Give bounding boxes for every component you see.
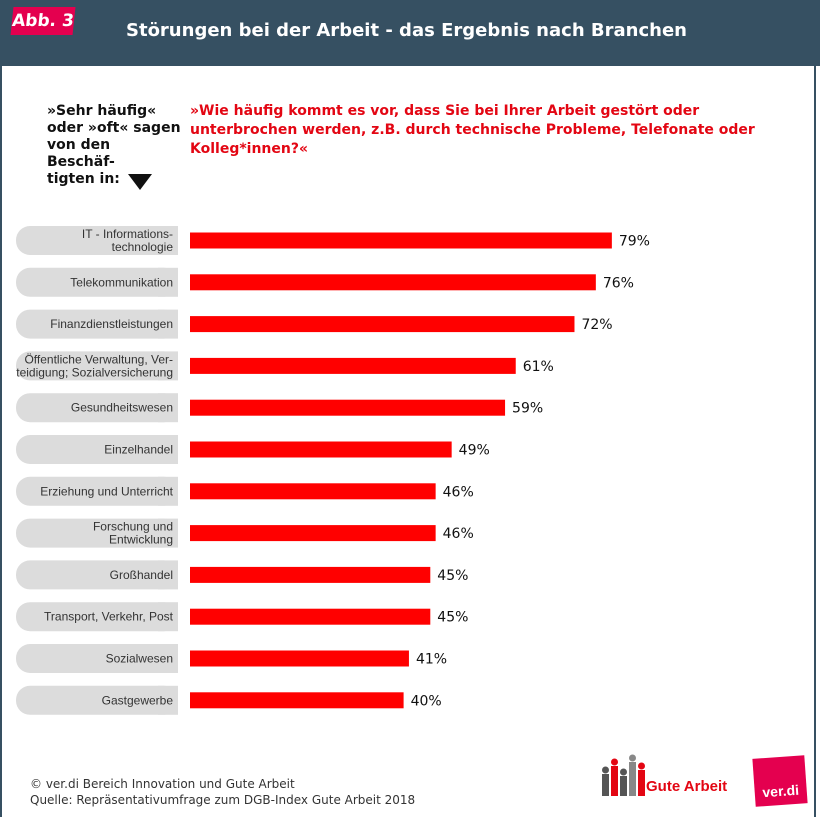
bar	[190, 525, 436, 542]
value-label: 41%	[416, 652, 447, 668]
category-label-bg	[16, 476, 178, 506]
gute-arbeit-logo-icon	[602, 754, 645, 796]
value-label: 49%	[459, 443, 490, 459]
gute-arbeit-logo-text: Gute Arbeit	[646, 778, 728, 795]
category-label: Großhandel	[110, 568, 173, 582]
category-label-bg-edge	[158, 226, 178, 255]
category-label: IT - Informations-technologie	[82, 227, 173, 254]
category-label: Erziehung und Unterricht	[40, 484, 173, 498]
footer: © ver.di Bereich Innovation und Gute Arb…	[30, 776, 415, 808]
bar	[190, 483, 436, 500]
bar	[190, 441, 452, 458]
category-label: Gesundheitswesen	[71, 401, 173, 415]
category-label-bg	[16, 644, 178, 673]
value-label: 79%	[619, 234, 650, 250]
bar	[190, 232, 612, 249]
value-label: 40%	[411, 693, 442, 709]
down-arrow-icon	[128, 174, 152, 190]
survey-question: »Wie häufig kommt es vor, dass Sie bei I…	[190, 103, 755, 157]
category-label-bg-edge	[158, 602, 178, 632]
category-label-bg-edge	[158, 560, 178, 590]
category-label-bg	[16, 267, 178, 297]
category-label: Öffentliche Verwaltung, Ver-teidigung; S…	[16, 352, 173, 379]
category-label: Sozialwesen	[106, 652, 173, 666]
category-label-bg	[16, 226, 178, 255]
value-label: 72%	[581, 317, 612, 333]
bar	[190, 608, 431, 625]
category-label-bg	[16, 309, 178, 339]
bar	[190, 274, 596, 291]
page-title: Störungen bei der Arbeit - das Ergebnis …	[126, 20, 687, 41]
category-label-bg	[16, 435, 178, 464]
value-label: 46%	[443, 526, 474, 542]
value-label: 45%	[437, 610, 468, 626]
verdi-logo: ver.di	[752, 755, 808, 807]
value-label: 76%	[603, 275, 634, 291]
bar	[190, 692, 404, 709]
category-label: Finanzdienstleistungen	[50, 317, 173, 331]
bar	[190, 316, 575, 333]
category-label: Transport, Verkehr, Post	[44, 610, 174, 624]
category-label-bg-edge	[158, 476, 178, 506]
category-label-bg	[16, 602, 178, 632]
bar	[190, 650, 409, 667]
category-label-bg	[16, 560, 178, 590]
category-label-bg-edge	[158, 309, 178, 339]
intro-text: »Sehr häufig« oder »oft« sagen von den B…	[47, 103, 181, 187]
header-bar: Abb. 3 Störungen bei der Arbeit - das Er…	[0, 0, 820, 66]
category-label: Forschung und Entwicklung	[93, 520, 173, 547]
category-label-bg	[16, 685, 178, 715]
value-label: 59%	[512, 401, 543, 417]
category-label-bg	[16, 393, 178, 423]
category-label-bg	[16, 351, 178, 381]
copyright-text: © ver.di Bereich Innovation und Gute Arb…	[30, 777, 295, 791]
category-label-bg-edge	[158, 685, 178, 715]
category-label-bg-edge	[158, 518, 178, 548]
bar	[190, 357, 516, 374]
value-label: 61%	[523, 359, 554, 375]
category-label-bg	[16, 518, 178, 548]
category-label-bg-edge	[158, 393, 178, 423]
value-label: 46%	[443, 484, 474, 500]
category-label: Telekommunikation	[70, 275, 173, 289]
category-label-bg-edge	[158, 644, 178, 673]
value-label: 45%	[437, 568, 468, 584]
category-label-bg-edge	[158, 267, 178, 297]
verdi-logo-text: ver.di	[761, 781, 800, 801]
category-label-bg-edge	[158, 351, 178, 381]
category-label-bg-edge	[158, 435, 178, 464]
content-frame	[0, 66, 816, 817]
category-label: Einzelhandel	[104, 443, 173, 457]
source-text: Quelle: Repräsentativumfrage zum DGB-Ind…	[30, 793, 416, 807]
category-label: Gastgewerbe	[102, 693, 174, 707]
bar	[190, 566, 431, 583]
bar	[190, 399, 506, 416]
